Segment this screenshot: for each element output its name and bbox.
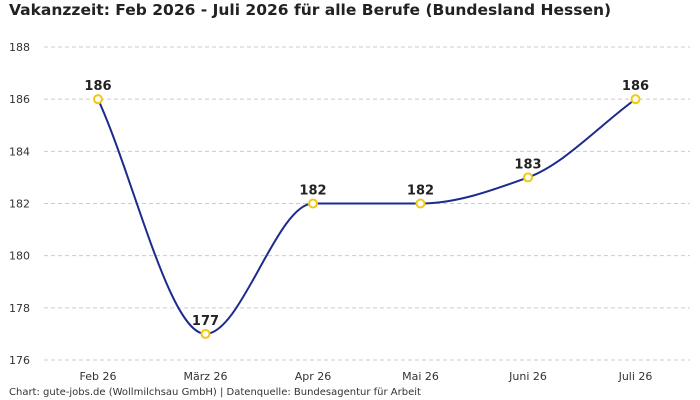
data-label: 186 — [622, 79, 649, 94]
data-label: 177 — [192, 314, 219, 329]
x-tick-label: März 26 — [183, 370, 227, 383]
x-tick-label: Juli 26 — [618, 370, 653, 383]
data-point-marker — [93, 94, 103, 105]
x-tick-label: Juni 26 — [508, 370, 547, 383]
data-point-marker — [415, 198, 426, 209]
data-label: 182 — [407, 184, 434, 199]
y-tick-label: 186 — [9, 93, 30, 106]
data-point-marker — [200, 328, 211, 339]
series-line — [97, 98, 637, 335]
data-label: 186 — [84, 79, 111, 94]
data-point-marker — [523, 172, 533, 183]
data-label: 183 — [514, 157, 541, 172]
chart-source-note: Chart: gute-jobs.de (Wollmilchsau GmbH) … — [9, 387, 421, 398]
y-tick-label: 188 — [9, 41, 30, 54]
y-tick-label: 184 — [9, 145, 30, 158]
x-tick-label: Feb 26 — [80, 370, 117, 383]
y-tick-label: 180 — [9, 250, 30, 263]
y-tick-label: 176 — [9, 354, 30, 367]
x-tick-label: Apr 26 — [295, 370, 332, 383]
data-point-marker — [308, 198, 318, 209]
chart-title: Vakanzzeit: Feb 2026 - Juli 2026 für all… — [9, 1, 612, 19]
data-point-marker — [630, 94, 641, 105]
y-tick-label: 178 — [9, 302, 30, 315]
data-label: 182 — [299, 184, 326, 199]
x-tick-label: Mai 26 — [402, 370, 439, 383]
y-tick-label: 182 — [9, 198, 30, 211]
